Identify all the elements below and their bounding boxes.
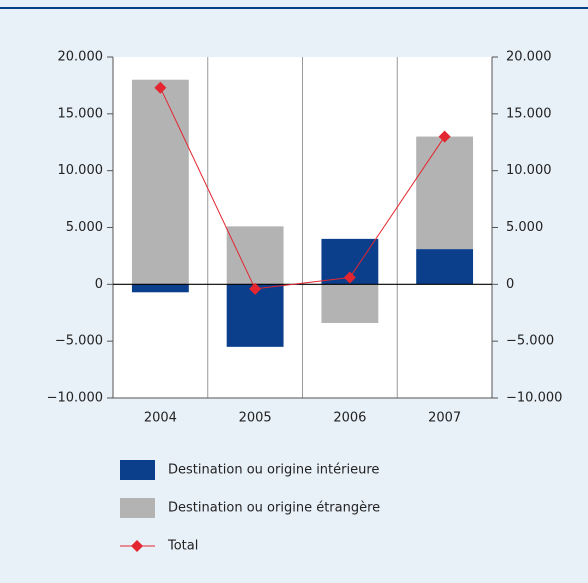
bar: [226, 226, 284, 285]
y2-tick-label: 15.000: [506, 106, 552, 121]
y-tick-label: 5.000: [66, 220, 103, 235]
bar: [131, 79, 189, 285]
y2-tick-label: −5.000: [506, 334, 554, 349]
y-tick-label: −5.000: [55, 334, 103, 349]
bar: [131, 284, 189, 293]
y-tick-label: −10.000: [47, 391, 103, 406]
bar: [416, 249, 474, 285]
top-rule: [0, 7, 588, 9]
legend-swatch: [120, 460, 155, 480]
total-marker: [154, 81, 167, 94]
total-marker: [343, 271, 356, 284]
y2-tick-label: 0: [506, 277, 514, 292]
total-line: [159, 87, 446, 290]
x-tick-label: 2007: [428, 411, 461, 426]
legend-label: Destination ou origine intérieure: [168, 463, 379, 478]
x-tick-label: 2006: [333, 411, 366, 426]
y-tick-label: 15.000: [58, 106, 104, 121]
x-tick-label: 2005: [239, 411, 272, 426]
y-tick-label: 20.000: [58, 50, 104, 65]
legend-swatch: [120, 498, 155, 518]
legend-marker: [131, 540, 143, 552]
y2-tick-label: 20.000: [506, 50, 552, 65]
y-tick-label: 10.000: [58, 163, 104, 178]
y-tick-label: 0: [95, 277, 103, 292]
y2-tick-label: 10.000: [506, 163, 552, 178]
bar: [416, 136, 474, 250]
y2-tick-label: 5.000: [506, 220, 543, 235]
legend-label: Total: [167, 539, 198, 554]
x-tick-label: 2004: [144, 411, 177, 426]
y2-tick-label: −10.000: [506, 391, 562, 406]
bar: [321, 284, 379, 323]
total-marker: [438, 130, 451, 143]
total-marker: [249, 282, 262, 295]
legend-label: Destination ou origine étrangère: [168, 501, 380, 516]
